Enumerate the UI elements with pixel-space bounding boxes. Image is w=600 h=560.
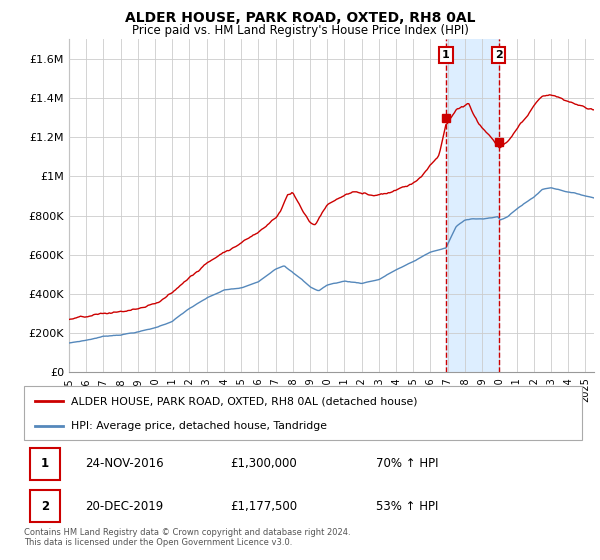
Text: £1,300,000: £1,300,000 <box>230 458 297 470</box>
Text: HPI: Average price, detached house, Tandridge: HPI: Average price, detached house, Tand… <box>71 421 328 431</box>
Bar <box>446 39 499 372</box>
FancyBboxPatch shape <box>24 386 582 440</box>
Text: 2: 2 <box>41 500 49 512</box>
Text: 53% ↑ HPI: 53% ↑ HPI <box>376 500 438 512</box>
Text: 1: 1 <box>442 50 450 60</box>
FancyBboxPatch shape <box>29 490 60 522</box>
Text: Price paid vs. HM Land Registry's House Price Index (HPI): Price paid vs. HM Land Registry's House … <box>131 24 469 36</box>
FancyBboxPatch shape <box>29 447 60 480</box>
Text: 2: 2 <box>495 50 503 60</box>
Text: 24-NOV-2016: 24-NOV-2016 <box>85 458 164 470</box>
Text: 1: 1 <box>41 458 49 470</box>
Text: £1,177,500: £1,177,500 <box>230 500 298 512</box>
Text: 20-DEC-2019: 20-DEC-2019 <box>85 500 164 512</box>
Text: ALDER HOUSE, PARK ROAD, OXTED, RH8 0AL (detached house): ALDER HOUSE, PARK ROAD, OXTED, RH8 0AL (… <box>71 396 418 407</box>
Text: Contains HM Land Registry data © Crown copyright and database right 2024.
This d: Contains HM Land Registry data © Crown c… <box>24 528 350 548</box>
Text: ALDER HOUSE, PARK ROAD, OXTED, RH8 0AL: ALDER HOUSE, PARK ROAD, OXTED, RH8 0AL <box>125 11 475 25</box>
Text: 70% ↑ HPI: 70% ↑ HPI <box>376 458 438 470</box>
